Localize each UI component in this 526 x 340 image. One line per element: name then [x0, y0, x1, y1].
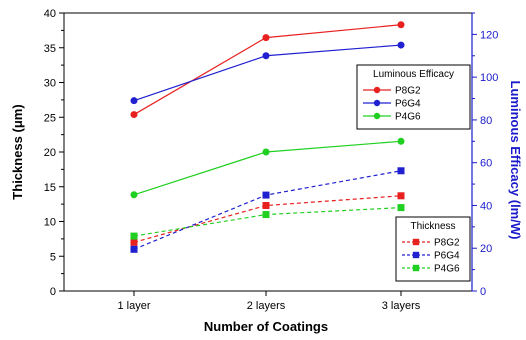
data-point-thickness-p8g2 [397, 192, 405, 200]
y-axis-title-right: Luminous Efficacy (lm/W) [508, 81, 523, 240]
x-tick-label: 3 layers [382, 300, 421, 312]
y-left-tick-label: 0 [50, 286, 56, 298]
legend-title-thickness: Thickness [410, 221, 455, 232]
y-left-tick-label: 30 [44, 78, 56, 90]
y-axis-title-left: Thickness (μm) [10, 104, 25, 199]
y-right-tick-label: 20 [480, 243, 492, 255]
legend-swatch-marker [412, 238, 420, 246]
x-tick-label: 1 layer [117, 300, 150, 312]
data-point-thickness-p4g6 [397, 204, 405, 212]
y-right-tick-label: 100 [480, 72, 498, 84]
legend-swatch-marker [373, 86, 381, 94]
y-left-tick-label: 15 [44, 182, 56, 194]
data-point-luminous-efficacy-p4g6 [262, 148, 270, 156]
data-point-luminous-efficacy-p4g6 [397, 137, 405, 145]
y-left-tick-label: 20 [44, 147, 56, 159]
y-left-tick-label: 5 [50, 251, 56, 263]
data-point-thickness-p4g6 [130, 232, 138, 240]
axes: 0 5 10 15 20 25 30 35 40 0 20 40 60 80 100 120 1 layer 2 … [44, 8, 499, 312]
legend-label-p6g4: P6G4 [395, 99, 421, 110]
series-line-thickness-p8g2 [133, 195, 402, 243]
data-point-thickness-p4g6 [262, 211, 270, 219]
y-right-tick-label: 60 [480, 158, 492, 170]
y-left-tick-label: 10 [44, 217, 56, 229]
legend-label-p4g6: P4G6 [395, 112, 421, 123]
legend-label-p8g2: P8G2 [395, 86, 421, 97]
data-point-luminous-efficacy-p4g6 [130, 191, 138, 199]
data-point-thickness-p6g4 [397, 167, 405, 175]
data-point-luminous-efficacy-p6g4 [262, 52, 270, 60]
legend-box-thickness [395, 216, 471, 282]
x-axis-title: Number of Coatings [204, 319, 328, 334]
data-point-thickness-p8g2 [262, 202, 270, 210]
data-point-luminous-efficacy-p6g4 [130, 97, 138, 105]
series-line-thickness-p6g4 [133, 170, 402, 250]
legend-swatch-marker [412, 251, 420, 259]
y-right-tick-label: 0 [480, 286, 486, 298]
data-point-luminous-efficacy-p6g4 [397, 41, 405, 49]
y-right-tick-label: 120 [480, 29, 498, 41]
data-point-luminous-efficacy-p8g2 [262, 34, 270, 42]
legend-label-p8g2: P8G2 [434, 238, 460, 249]
legends: Luminous Efficacy P8G2 P6G4 P4G6 Thickness P8… [356, 64, 471, 282]
series-layer [130, 21, 405, 253]
y-left-tick-label: 35 [44, 43, 56, 55]
y-left-tick-label: 25 [44, 112, 56, 124]
legend-swatch-marker [373, 112, 381, 120]
legend-swatch-marker [412, 264, 420, 272]
data-point-luminous-efficacy-p8g2 [397, 21, 405, 29]
legend-title-luminous-efficacy: Luminous Efficacy [373, 69, 454, 80]
legend-label-p6g4: P6G4 [434, 251, 460, 262]
legend-label-p4g6: P4G6 [434, 264, 460, 275]
y-right-tick-label: 80 [480, 115, 492, 127]
data-point-thickness-p6g4 [262, 191, 270, 199]
data-point-thickness-p6g4 [130, 245, 138, 253]
data-point-luminous-efficacy-p8g2 [130, 111, 138, 119]
data-point-thickness-p8g2 [130, 238, 138, 246]
legend-swatch-marker [373, 99, 381, 107]
y-left-tick-label: 40 [44, 8, 56, 20]
y-right-tick-label: 40 [480, 200, 492, 212]
x-tick-label: 2 layers [247, 300, 286, 312]
